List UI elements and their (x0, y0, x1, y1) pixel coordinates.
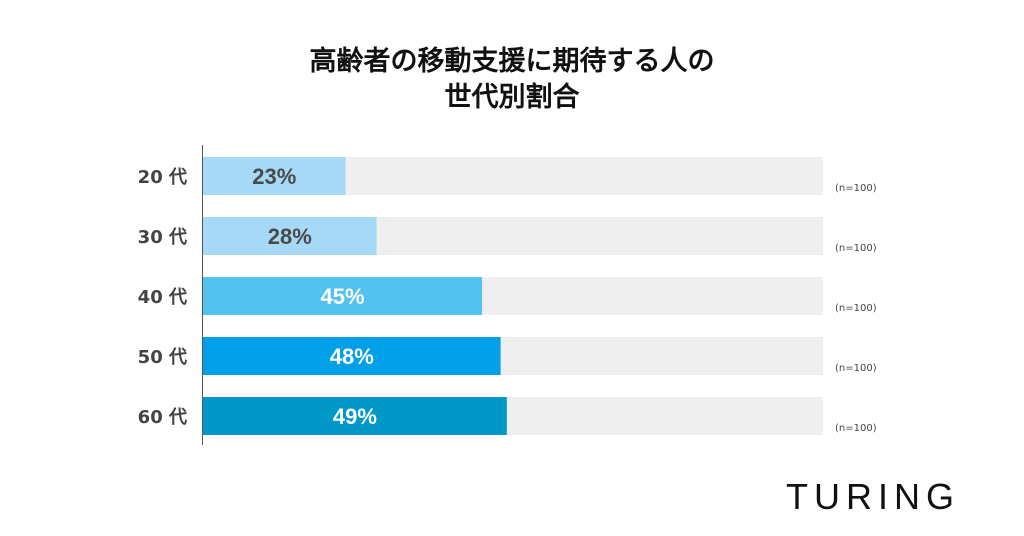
value-label: 48% (330, 344, 374, 369)
value-label: 23% (252, 164, 296, 189)
bar (203, 277, 482, 315)
value-label: 49% (333, 404, 377, 429)
sample-size-label: (n=100) (835, 363, 877, 374)
title-line-2: 世代別割合 (444, 82, 580, 113)
chart-title: 高齢者の移動支援に期待する人の 世代別割合 (0, 44, 1024, 116)
bar (203, 337, 501, 375)
category-label: 20 代 (138, 167, 187, 188)
bar (203, 217, 377, 255)
sample-size-label: (n=100) (835, 243, 877, 254)
category-label: 40 代 (138, 287, 187, 308)
sample-size-label: (n=100) (835, 183, 877, 194)
value-label: 28% (268, 224, 312, 249)
turing-logo: TURING (786, 476, 960, 517)
bar (203, 157, 346, 195)
sample-size-label: (n=100) (835, 303, 877, 314)
value-label: 45% (320, 284, 364, 309)
category-label: 50 代 (138, 347, 187, 368)
title-line-1: 高齢者の移動支援に期待する人の (309, 46, 715, 77)
category-label: 30 代 (138, 227, 187, 248)
sample-size-label: (n=100) (835, 423, 877, 434)
bar (203, 397, 507, 435)
category-label: 60 代 (138, 407, 187, 428)
